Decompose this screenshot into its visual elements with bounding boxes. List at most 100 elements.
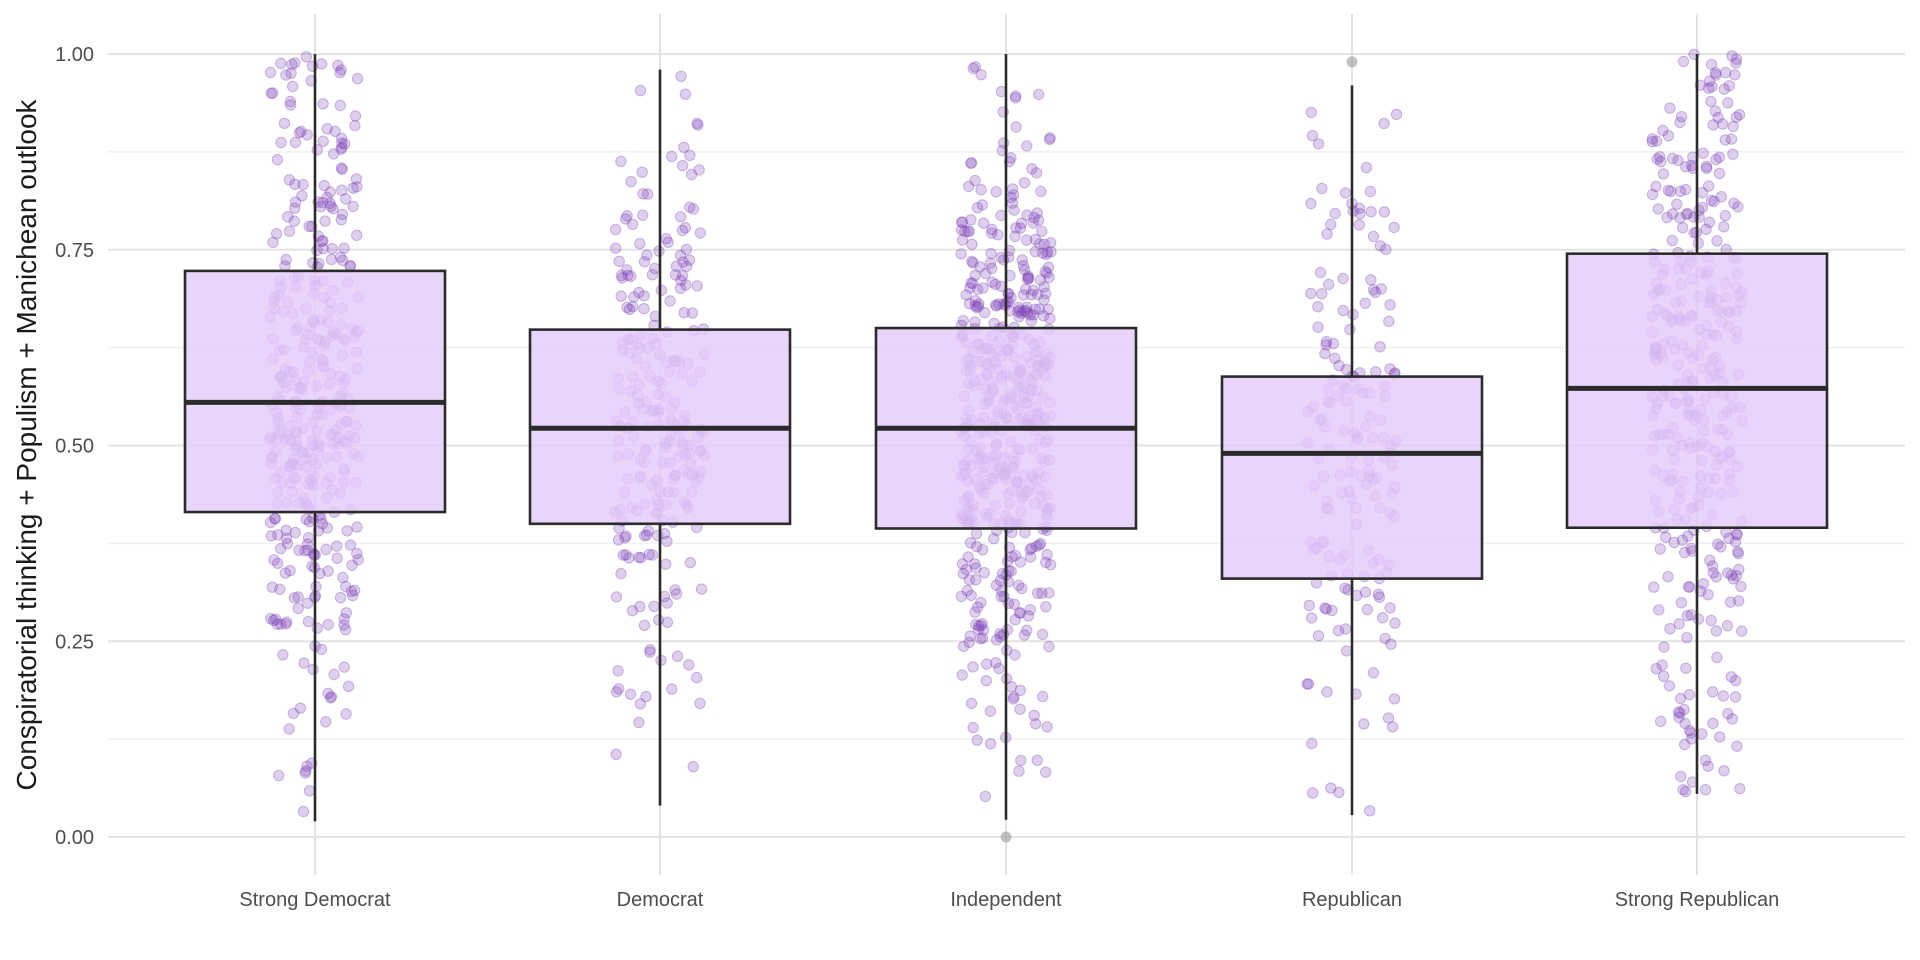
data-point xyxy=(1722,567,1734,579)
data-point xyxy=(612,534,625,546)
data-point xyxy=(318,179,330,192)
data-point xyxy=(989,278,1002,291)
data-point xyxy=(1674,212,1686,224)
data-point xyxy=(275,618,287,630)
data-point xyxy=(644,644,656,656)
data-point xyxy=(1700,160,1713,173)
data-point xyxy=(1674,692,1687,705)
data-point xyxy=(638,303,650,315)
data-point xyxy=(1651,153,1664,165)
data-point xyxy=(969,269,981,281)
data-point xyxy=(641,188,654,200)
data-point xyxy=(1030,718,1042,730)
data-point xyxy=(1316,288,1328,300)
data-point xyxy=(302,544,314,556)
data-point xyxy=(299,767,311,779)
data-point xyxy=(1389,617,1401,629)
data-point xyxy=(1731,740,1743,752)
data-point xyxy=(1016,582,1028,595)
data-point xyxy=(300,51,312,63)
data-point xyxy=(978,567,990,579)
data-point xyxy=(335,214,347,226)
data-point xyxy=(345,585,358,598)
data-point xyxy=(267,614,280,627)
data-point xyxy=(1009,549,1022,562)
data-point xyxy=(1041,267,1053,279)
data-point xyxy=(984,257,997,269)
data-point xyxy=(687,203,700,215)
data-point xyxy=(336,163,348,175)
data-point xyxy=(646,269,659,281)
data-point xyxy=(1650,180,1662,193)
data-point xyxy=(1373,591,1386,603)
data-point xyxy=(1677,222,1689,234)
data-point xyxy=(269,613,282,625)
data-point xyxy=(655,284,668,296)
data-point xyxy=(1675,770,1687,783)
box-iqr xyxy=(1220,375,1484,580)
data-point xyxy=(342,680,355,692)
data-point xyxy=(965,157,977,169)
data-point xyxy=(1029,303,1041,315)
data-point xyxy=(292,591,304,603)
data-point xyxy=(1319,347,1331,360)
data-point xyxy=(1021,140,1033,152)
data-point xyxy=(1306,737,1318,750)
data-point xyxy=(302,615,315,628)
data-point xyxy=(1015,754,1027,767)
data-point xyxy=(1730,111,1743,123)
data-point xyxy=(955,590,967,603)
data-point xyxy=(1705,614,1717,627)
data-point xyxy=(1726,713,1739,725)
data-point xyxy=(1033,303,1046,315)
data-point xyxy=(1040,556,1052,569)
data-point xyxy=(1722,97,1734,109)
data-point xyxy=(1012,579,1025,592)
data-point xyxy=(1038,294,1050,306)
data-point xyxy=(964,282,976,294)
data-point xyxy=(268,554,280,566)
y-tick-label: 0.25 xyxy=(55,631,94,653)
data-point xyxy=(661,535,673,547)
data-point xyxy=(998,298,1010,310)
data-point xyxy=(985,247,997,260)
data-point xyxy=(1337,304,1349,317)
data-point xyxy=(1326,604,1338,617)
data-point xyxy=(275,57,287,70)
data-point xyxy=(1654,543,1666,555)
data-point xyxy=(984,705,997,717)
data-point xyxy=(294,702,307,714)
data-point xyxy=(642,525,655,537)
box-democrat xyxy=(528,69,792,806)
data-point xyxy=(1361,603,1374,616)
data-point xyxy=(986,276,998,288)
data-point xyxy=(1006,183,1019,195)
data-point xyxy=(336,184,348,196)
data-point xyxy=(316,518,329,530)
data-point xyxy=(336,137,348,149)
data-point xyxy=(991,634,1003,646)
data-point xyxy=(1036,225,1048,238)
data-point xyxy=(1718,221,1730,233)
box-iqr xyxy=(183,269,447,514)
data-point xyxy=(633,551,645,564)
y-tick-label: 0.75 xyxy=(55,240,94,262)
data-point xyxy=(1673,618,1685,630)
data-point xyxy=(1039,265,1051,278)
data-point xyxy=(638,530,651,542)
data-point xyxy=(1657,124,1669,137)
data-point xyxy=(969,174,981,187)
data-point xyxy=(352,553,364,566)
data-point xyxy=(1040,248,1053,261)
data-point xyxy=(1319,602,1331,614)
data-point xyxy=(1679,738,1691,751)
data-point xyxy=(1044,132,1056,144)
data-point xyxy=(283,225,296,237)
data-point xyxy=(1025,315,1038,327)
data-point xyxy=(1320,339,1332,351)
data-point xyxy=(270,228,283,240)
data-point xyxy=(1657,670,1670,682)
data-point xyxy=(265,87,277,100)
data-point xyxy=(644,646,656,658)
data-point xyxy=(287,707,300,720)
